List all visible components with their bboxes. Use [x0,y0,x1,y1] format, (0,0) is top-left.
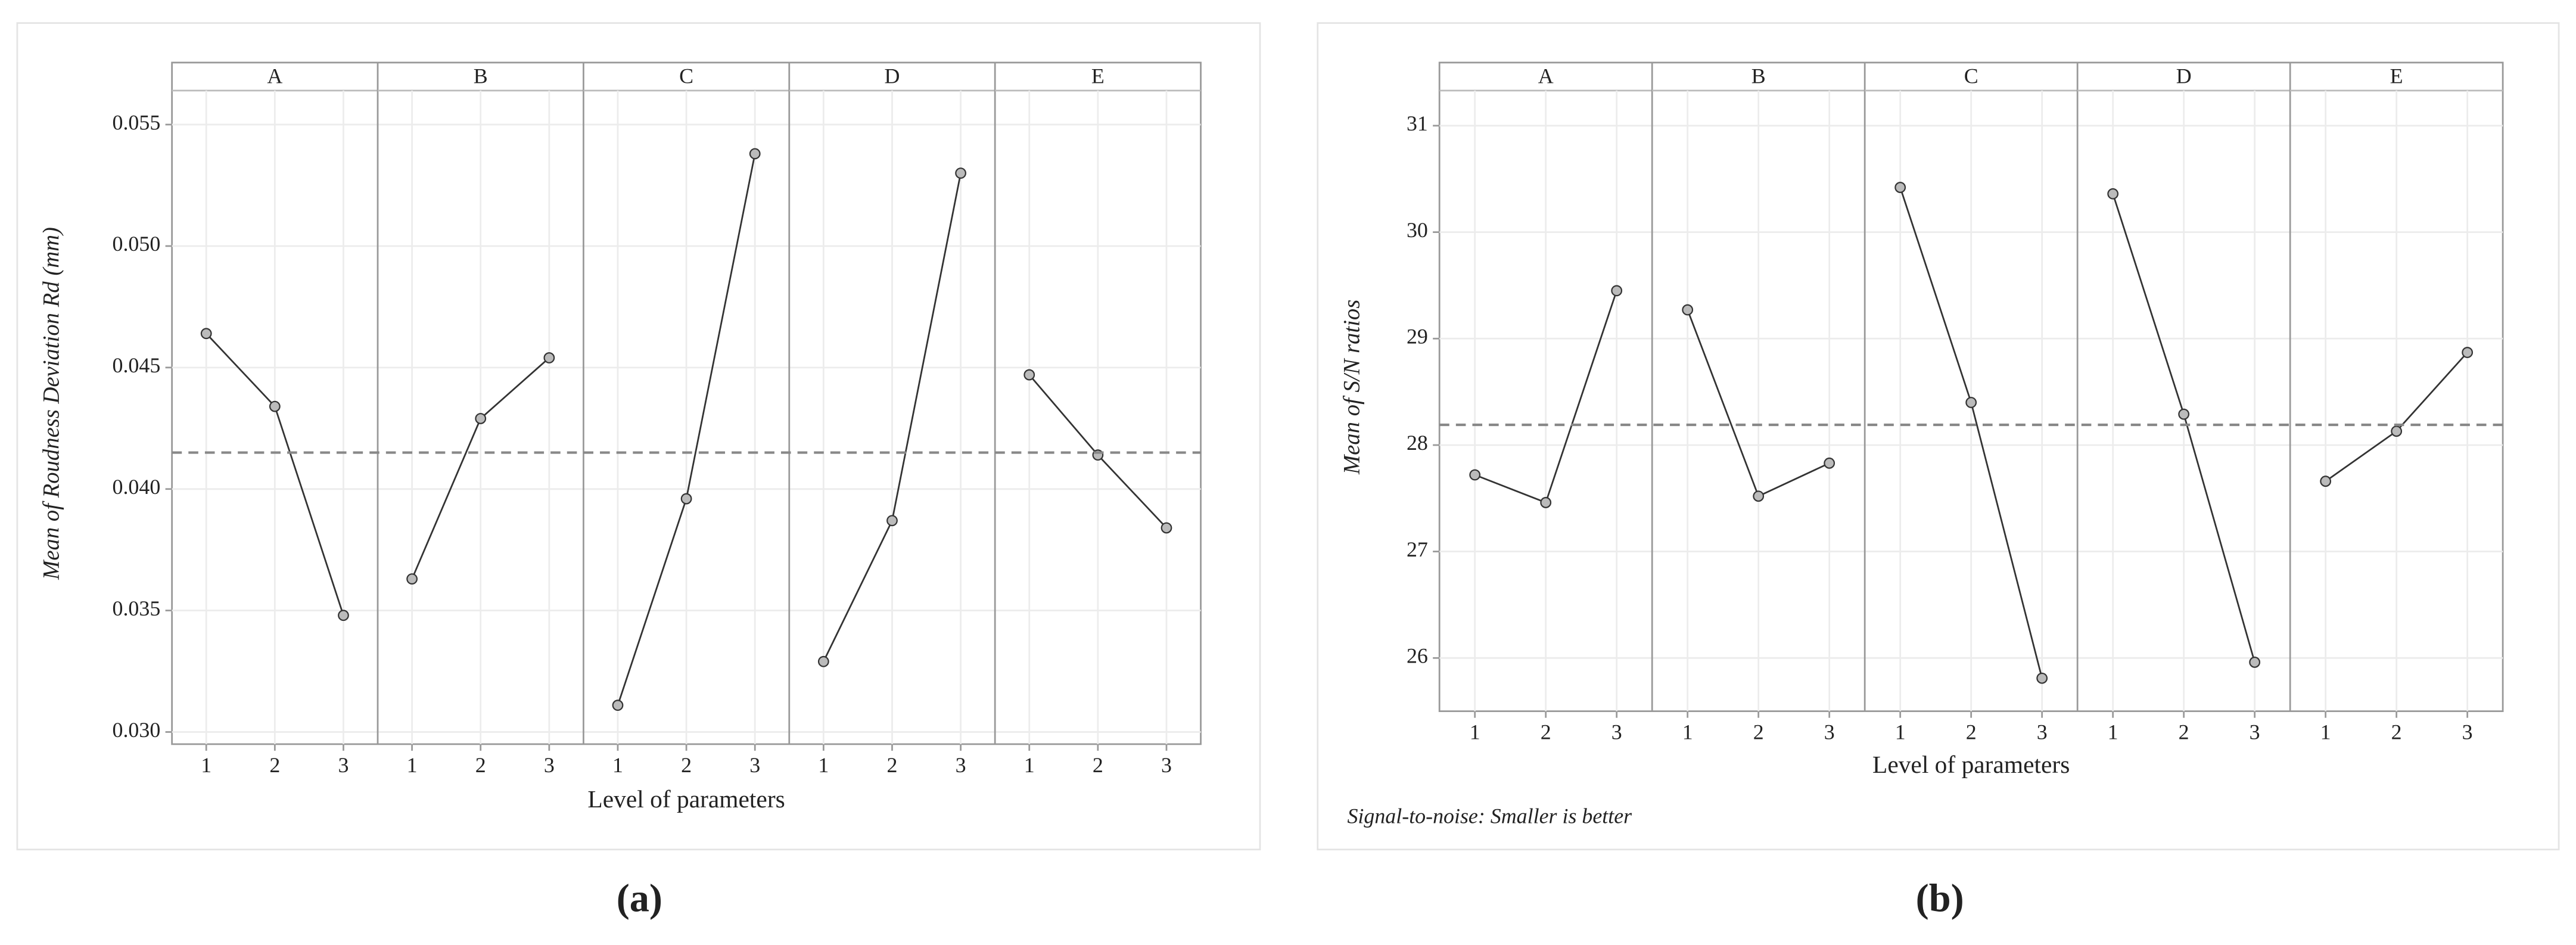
panel-label: E [2390,64,2403,88]
panel-label: A [267,64,282,88]
point [338,610,349,621]
panel-label: C [679,64,693,88]
point [2107,188,2119,200]
y-tick-label: 28 [1407,431,1428,455]
x-axis-title: Level of parameters [587,785,785,813]
y-tick-label: 29 [1407,325,1428,349]
x-tick-label: 2 [269,753,280,777]
y-tick-label: 0.045 [113,353,161,377]
x-tick-label: 2 [1093,753,1103,777]
point [2178,408,2190,420]
y-tick-label: 30 [1407,218,1428,242]
point [543,352,555,363]
y-tick-label: 27 [1407,537,1428,561]
x-tick-label: 2 [1753,720,1764,744]
panel-label: B [1751,64,1766,88]
point [817,655,829,667]
panel-label: E [1091,64,1105,88]
point [2391,425,2403,437]
point [406,573,418,585]
x-tick-label: 3 [1611,720,1622,744]
point [2462,347,2474,358]
y-tick-label: 0.035 [113,596,161,620]
y-tick-label: 0.040 [113,475,161,499]
x-tick-label: 1 [2320,720,2331,744]
point [1540,497,1552,508]
frame-b [1317,22,2560,851]
footnote: Signal-to-noise: Smaller is better [1347,804,1632,828]
x-tick-label: 2 [1541,720,1551,744]
x-tick-label: 3 [749,753,760,777]
x-tick-label: 3 [544,753,555,777]
point [1894,182,1906,193]
y-tick-label: 0.055 [113,110,161,134]
x-tick-label: 3 [2462,720,2473,744]
x-tick-label: 3 [338,753,349,777]
point [269,400,281,412]
point [1023,369,1035,381]
y-tick-label: 0.050 [113,232,161,256]
y-tick-label: 31 [1407,111,1428,135]
x-tick-label: 1 [818,753,829,777]
y-axis-title: Mean of Roudness Deviation Rd (mm) [39,227,64,580]
x-tick-label: 2 [1966,720,1977,744]
panel-label: D [2176,64,2192,88]
caption: (b) [1916,876,1964,920]
point [886,515,898,527]
point [612,700,624,711]
point [1824,457,1835,469]
point [680,493,692,505]
point [475,413,487,424]
x-tick-label: 3 [2037,720,2048,744]
y-tick-label: 0.030 [113,718,161,742]
x-tick-label: 2 [2179,720,2189,744]
point [1682,304,1694,316]
point [1611,285,1623,297]
point [1753,490,1765,502]
y-tick-label: 26 [1407,644,1428,668]
x-tick-label: 3 [1824,720,1835,744]
point [955,167,967,179]
x-tick-label: 1 [201,753,211,777]
point [1469,469,1481,481]
x-tick-label: 1 [1024,753,1035,777]
point [1965,397,1977,408]
x-tick-label: 3 [2250,720,2260,744]
x-tick-label: 1 [2108,720,2118,744]
x-tick-label: 1 [612,753,623,777]
x-tick-label: 2 [681,753,692,777]
x-tick-label: 2 [2391,720,2402,744]
panel-label: C [1964,64,1978,88]
caption: (a) [617,876,662,920]
x-tick-label: 1 [407,753,418,777]
panel-label: B [474,64,488,88]
point [1161,522,1172,534]
point [2320,475,2332,487]
y-axis-title: Mean of S/N ratios [1339,300,1364,475]
x-tick-label: 2 [475,753,486,777]
x-tick-label: 1 [1470,720,1480,744]
x-tick-label: 2 [887,753,898,777]
x-tick-label: 3 [956,753,966,777]
x-tick-label: 1 [1682,720,1693,744]
x-tick-label: 3 [1161,753,1172,777]
x-axis-title: Level of parameters [1872,751,2070,778]
frame-a [16,22,1261,851]
point [200,328,212,340]
x-tick-label: 1 [1895,720,1906,744]
point [749,148,761,160]
panel-label: D [885,64,900,88]
point [2036,672,2048,684]
panel-label: A [1538,64,1554,88]
point [2249,657,2261,668]
